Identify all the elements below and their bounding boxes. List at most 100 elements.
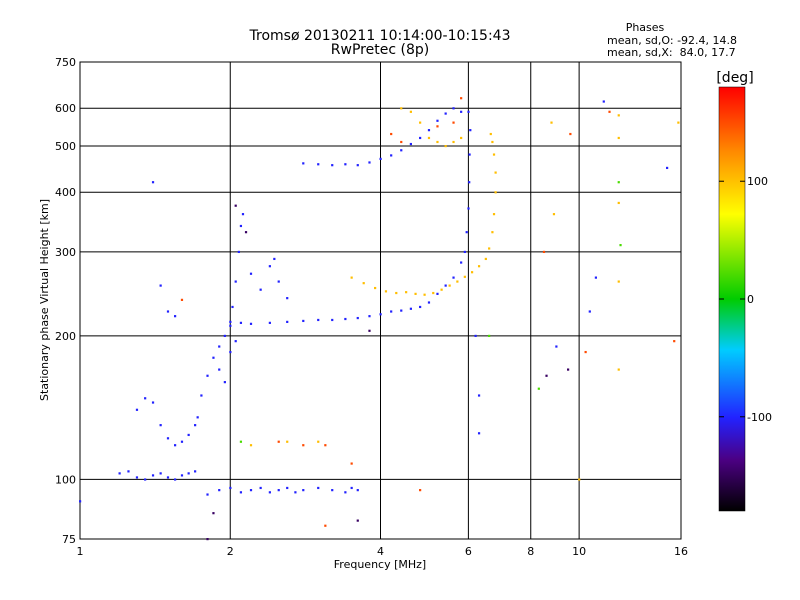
data-point: [463, 275, 466, 278]
data-point: [118, 472, 121, 475]
data-point: [460, 110, 463, 113]
data-point: [567, 368, 570, 371]
y-tick-label: 75: [62, 533, 76, 546]
data-point: [578, 478, 581, 481]
data-point: [542, 250, 546, 254]
data-point: [244, 231, 248, 234]
data-point: [400, 140, 403, 144]
data-point: [231, 305, 234, 309]
data-point: [249, 322, 253, 325]
data-point: [135, 476, 139, 479]
data-point: [491, 231, 494, 234]
data-point: [317, 163, 320, 166]
x-tick-label: 10: [572, 545, 586, 558]
data-point: [144, 397, 147, 400]
data-point: [200, 394, 203, 397]
data-point: [419, 136, 422, 140]
data-point: [379, 157, 382, 161]
data-point: [218, 345, 221, 348]
y-axis-ticks: 75 100 200 300 400 500 600 750: [55, 56, 76, 546]
data-point: [489, 132, 492, 136]
data-point: [588, 310, 591, 313]
data-point: [379, 313, 382, 316]
x-tick-label: 1: [77, 545, 84, 558]
data-point: [218, 489, 221, 492]
x-tick-label: 6: [465, 545, 472, 558]
data-point: [331, 318, 334, 322]
data-point: [414, 292, 417, 295]
data-point: [491, 140, 494, 144]
data-point: [427, 129, 431, 132]
data-point: [268, 491, 271, 494]
data-point: [159, 424, 162, 427]
data-point: [196, 416, 199, 419]
data-point: [223, 381, 226, 384]
data-point: [356, 519, 359, 522]
data-point: [194, 424, 197, 427]
data-point: [159, 472, 162, 475]
data-point: [268, 321, 271, 324]
data-point: [452, 107, 455, 110]
colorbar-tick-label: 0: [747, 293, 754, 306]
data-point: [127, 470, 130, 473]
data-point: [187, 472, 190, 475]
data-point: [427, 301, 431, 304]
data-point: [617, 114, 620, 117]
data-point: [617, 201, 620, 205]
data-point: [356, 489, 359, 492]
data-point: [79, 500, 82, 503]
data-point: [419, 305, 422, 309]
data-point: [223, 334, 226, 338]
data-point: [456, 280, 459, 283]
data-point: [151, 474, 155, 477]
data-point: [474, 334, 477, 338]
data-point: [180, 474, 184, 477]
data-point: [277, 489, 280, 492]
data-point: [239, 440, 243, 443]
data-point: [229, 486, 232, 490]
stats-line-x: mean, sd,X: 84.0, 17.7: [607, 46, 736, 59]
data-point: [356, 164, 359, 167]
x-tick-label: 2: [227, 545, 234, 558]
data-point: [302, 444, 305, 447]
data-point: [494, 171, 497, 174]
chart-subtitle: RwPretec (8p): [331, 42, 429, 58]
data-point: [468, 153, 471, 156]
y-tick-label: 500: [55, 140, 76, 153]
data-point: [436, 292, 439, 295]
data-point: [249, 489, 253, 492]
data-point: [356, 316, 359, 320]
data-point: [555, 345, 558, 348]
data-point: [273, 257, 276, 261]
data-point: [324, 524, 327, 527]
data-point: [608, 110, 611, 113]
data-point: [259, 486, 262, 490]
data-point: [206, 493, 209, 496]
data-point: [344, 163, 347, 166]
chart-title: Tromsø 20130211 10:14:00-10:15:43: [249, 28, 511, 44]
data-point: [619, 244, 622, 247]
y-tick-label: 100: [55, 473, 76, 486]
data-point: [362, 282, 365, 285]
data-point: [448, 284, 451, 287]
data-point: [180, 440, 184, 443]
data-point: [368, 315, 371, 318]
data-point: [218, 368, 221, 371]
data-point: [350, 276, 353, 279]
colorbar-tick-label: -100: [747, 411, 772, 424]
data-point: [151, 181, 155, 184]
data-point: [302, 489, 305, 492]
data-point: [452, 140, 455, 144]
data-point: [166, 476, 170, 479]
data-point: [286, 297, 289, 300]
x-tick-label: 16: [674, 545, 688, 558]
data-point: [135, 408, 139, 411]
data-point: [206, 374, 209, 377]
data-point: [492, 213, 496, 216]
grid-lines: [80, 62, 681, 539]
data-point: [212, 512, 215, 515]
data-point: [436, 140, 439, 144]
data-point: [241, 213, 245, 216]
data-point: [617, 181, 620, 184]
